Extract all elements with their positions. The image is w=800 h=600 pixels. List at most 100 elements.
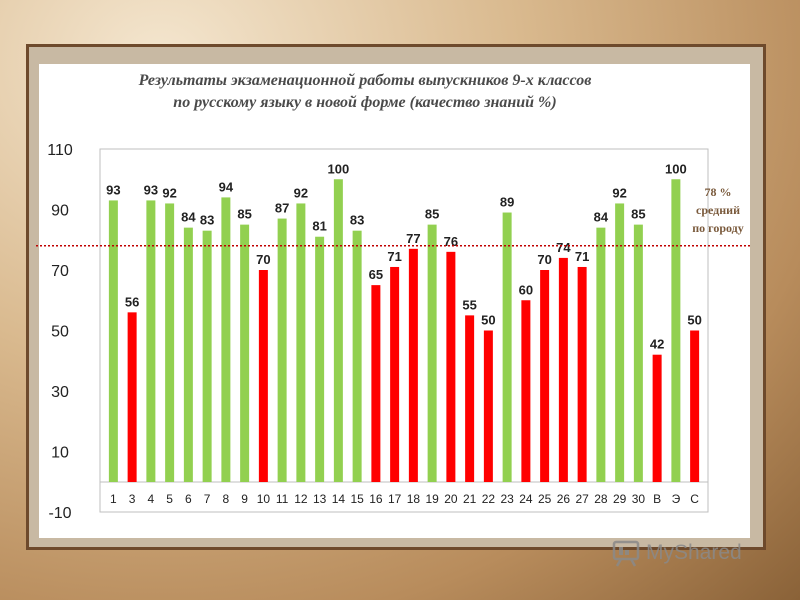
bar <box>221 197 231 482</box>
bar <box>502 212 512 482</box>
bar <box>577 266 587 482</box>
average-note-line-1: 78 % <box>704 185 732 199</box>
bar-value-label: 83 <box>200 213 214 228</box>
bar-value-label: 56 <box>125 294 139 309</box>
bar <box>615 203 625 482</box>
y-tick-label: 90 <box>51 203 69 220</box>
category-label: 7 <box>204 492 211 506</box>
bar <box>352 230 362 482</box>
bar-value-label: 77 <box>406 231 420 246</box>
bar <box>408 248 418 482</box>
bar-value-label: 76 <box>444 234 458 249</box>
category-label: С <box>690 492 699 506</box>
category-label: 15 <box>350 492 364 506</box>
bar <box>315 236 325 482</box>
bar <box>465 315 475 482</box>
category-label: Э <box>672 492 681 506</box>
bar-value-label: 65 <box>369 267 383 282</box>
bar <box>633 224 643 482</box>
category-label: 10 <box>257 492 271 506</box>
bar <box>596 227 606 482</box>
y-tick-label: 110 <box>47 142 73 159</box>
bar-value-label: 85 <box>631 207 645 222</box>
bar-value-label: 71 <box>575 249 589 264</box>
bar <box>183 227 193 482</box>
bar-value-label: 92 <box>612 185 626 200</box>
bar <box>390 266 400 482</box>
bar <box>652 354 662 482</box>
bar-value-label: 100 <box>328 161 350 176</box>
bar-value-label: 70 <box>256 252 270 267</box>
category-label: 29 <box>613 492 627 506</box>
category-label: 3 <box>129 492 136 506</box>
bar <box>483 330 493 482</box>
bar <box>240 224 250 482</box>
bar-value-label: 70 <box>537 252 551 267</box>
bar <box>558 257 568 482</box>
bar-value-label: 89 <box>500 195 514 210</box>
y-tick-label: 50 <box>51 324 69 341</box>
bar <box>296 203 306 482</box>
bar <box>127 312 137 482</box>
bar <box>690 330 700 482</box>
presentation-icon <box>612 540 640 567</box>
average-note-line-3: по городу <box>692 221 744 235</box>
bar-value-label: 94 <box>219 179 234 194</box>
bar-value-label: 84 <box>594 210 609 225</box>
category-label: 5 <box>166 492 173 506</box>
bar <box>165 203 175 482</box>
category-label: 1 <box>110 492 117 506</box>
category-label: 8 <box>223 492 230 506</box>
bar-value-label: 42 <box>650 337 664 352</box>
category-label: 20 <box>444 492 458 506</box>
y-tick-label: 70 <box>51 263 69 280</box>
bar-value-label: 84 <box>181 210 196 225</box>
category-label: 28 <box>594 492 608 506</box>
bar-value-label: 85 <box>237 207 251 222</box>
bar <box>446 251 456 482</box>
average-note: 78 % средний по городу <box>680 183 756 237</box>
y-tick-label: -10 <box>48 505 71 522</box>
category-label: 9 <box>241 492 248 506</box>
bar-value-label: 81 <box>312 219 326 234</box>
category-label: 27 <box>575 492 589 506</box>
category-label: 19 <box>425 492 439 506</box>
category-label: 6 <box>185 492 192 506</box>
bar <box>333 179 343 482</box>
chart-title: Результаты экзаменационной работы выпуск… <box>40 70 690 114</box>
bar-value-label: 55 <box>462 297 476 312</box>
bar <box>540 270 550 482</box>
category-label: 21 <box>463 492 477 506</box>
category-label: 13 <box>313 492 327 506</box>
bar <box>108 200 118 483</box>
category-label: 12 <box>294 492 308 506</box>
category-label: 30 <box>632 492 646 506</box>
bar-value-label: 93 <box>106 182 120 197</box>
category-label: 23 <box>500 492 514 506</box>
category-label: 18 <box>407 492 421 506</box>
category-label: 22 <box>482 492 496 506</box>
bar-value-label: 85 <box>425 207 439 222</box>
watermark: MyShared <box>612 536 742 570</box>
category-label: 16 <box>369 492 383 506</box>
category-label: 11 <box>276 492 289 506</box>
bar <box>521 300 531 482</box>
category-label: 25 <box>538 492 552 506</box>
bar-value-label: 71 <box>387 249 401 264</box>
bar <box>277 218 287 482</box>
category-label: 4 <box>148 492 155 506</box>
category-label: 26 <box>557 492 571 506</box>
bar-value-label: 100 <box>665 161 687 176</box>
category-label: 17 <box>388 492 402 506</box>
bar-value-label: 50 <box>687 313 701 328</box>
category-axis-strip <box>99 481 709 513</box>
bar <box>202 230 212 482</box>
category-label: 24 <box>519 492 533 506</box>
bar-value-label: 92 <box>294 185 308 200</box>
category-label: В <box>653 492 661 506</box>
bar-value-label: 87 <box>275 201 289 216</box>
title-line-1: Результаты экзаменационной работы выпуск… <box>138 72 592 89</box>
bar-value-label: 93 <box>144 182 158 197</box>
bar-value-label: 92 <box>162 185 176 200</box>
